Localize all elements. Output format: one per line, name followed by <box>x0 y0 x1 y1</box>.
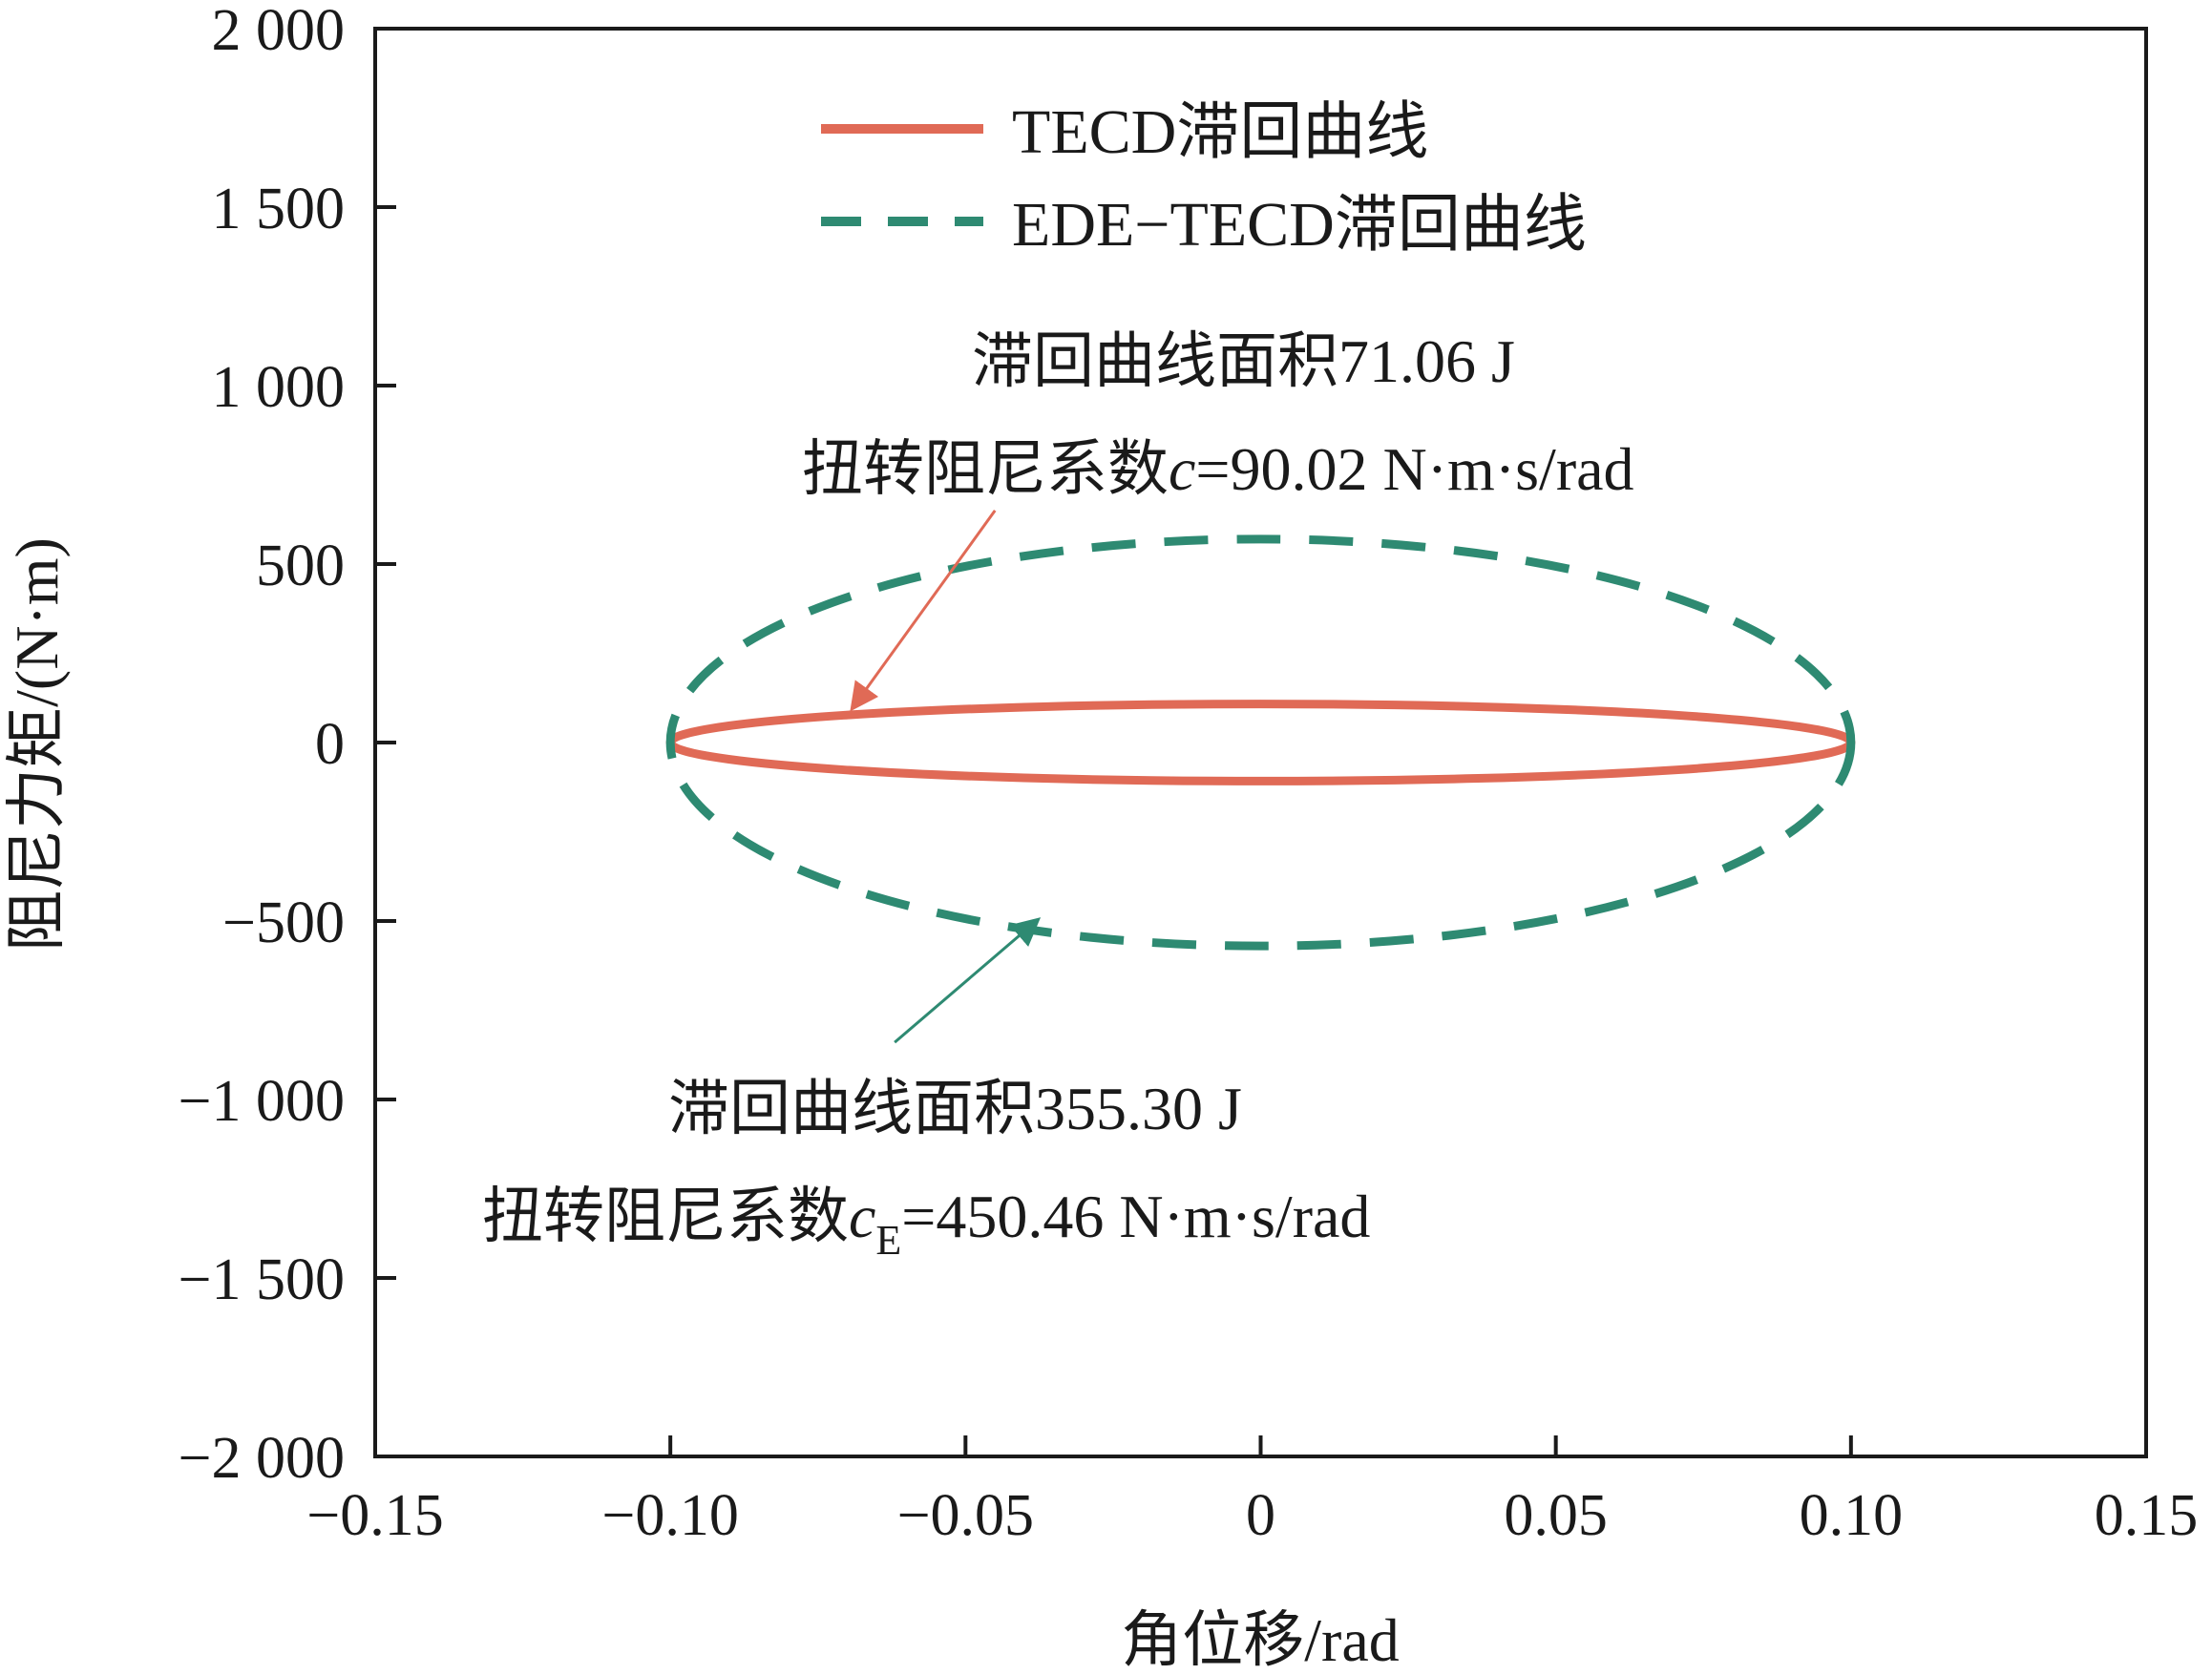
annotation-tecd-coef-value: =90.02 N·m·s/rad <box>1195 435 1633 503</box>
y-axis-ticks: −2 000 −1 500 −1 000 −500 0 500 1 000 1 500 2 00… <box>179 0 396 1491</box>
series-ede-tecd-curve <box>665 534 1856 951</box>
annotation-tecd-arrow <box>850 510 997 712</box>
annotation-tecd-area: 滞回曲线面积71.06 J <box>972 327 1515 395</box>
legend-label-tecd: TECD滞回曲线 <box>1012 97 1428 167</box>
y-tick-label: −500 <box>222 890 345 955</box>
annotation-ede-tecd-coef-symbol: c <box>849 1183 875 1250</box>
y-axis-title: 阻尼力矩/(N·m) <box>3 537 71 952</box>
annotation-ede-tecd-coef-prefix: 扭转阻尼系数 <box>482 1183 849 1250</box>
y-tick-label: 500 <box>256 534 345 598</box>
annotation-tecd-coef-symbol: c <box>1169 435 1195 503</box>
y-tick-label: −2 000 <box>179 1426 345 1491</box>
annotation-ede-tecd-area: 滞回曲线面积355.30 J <box>668 1075 1242 1142</box>
y-tick-label: 1 000 <box>212 355 346 420</box>
y-tick-label: −1 000 <box>179 1069 345 1134</box>
annotation-tecd: 滞回曲线面积71.06 J 扭转阻尼系数c=90.02 N·m·s/rad <box>802 327 1634 712</box>
annotation-ede-tecd-coef-value: =450.46 N·m·s/rad <box>901 1183 1370 1250</box>
annotation-ede-tecd-coef-subscript: E <box>875 1217 901 1264</box>
y-tick-label: −1 500 <box>179 1247 345 1312</box>
x-tick-label: 0 <box>1246 1483 1275 1548</box>
y-tick-label: 2 000 <box>212 0 346 63</box>
y-tick-label: 0 <box>315 712 345 777</box>
annotation-ede-tecd-coef: 扭转阻尼系数cE=450.46 N·m·s/rad <box>482 1183 1370 1264</box>
x-tick-label: 0.15 <box>2095 1483 2199 1548</box>
y-tick-label: 1 500 <box>212 177 346 241</box>
legend-label-ede-tecd: EDE−TECD滞回曲线 <box>1012 190 1587 260</box>
legend: TECD滞回曲线 EDE−TECD滞回曲线 <box>821 97 1587 260</box>
annotation-tecd-coef: 扭转阻尼系数c=90.02 N·m·s/rad <box>802 435 1634 503</box>
annotation-ede-tecd: 滞回曲线面积355.30 J 扭转阻尼系数cE=450.46 N·m·s/rad <box>482 917 1370 1264</box>
x-tick-label: −0.10 <box>601 1483 738 1548</box>
x-tick-label: −0.05 <box>897 1483 1034 1548</box>
x-tick-label: 0.10 <box>1800 1483 1904 1548</box>
series-tecd-curve <box>665 700 1856 785</box>
x-axis-title: 角位移/rad <box>1121 1606 1400 1674</box>
annotation-ede-tecd-arrow <box>894 917 1042 1044</box>
x-tick-label: −0.15 <box>306 1483 443 1548</box>
x-tick-label: 0.05 <box>1504 1483 1608 1548</box>
series-layer <box>665 534 1856 951</box>
x-axis-ticks: −0.15 −0.10 −0.05 0 0.05 0.10 0.15 <box>306 1435 2198 1548</box>
annotation-tecd-coef-prefix: 扭转阻尼系数 <box>802 435 1169 503</box>
